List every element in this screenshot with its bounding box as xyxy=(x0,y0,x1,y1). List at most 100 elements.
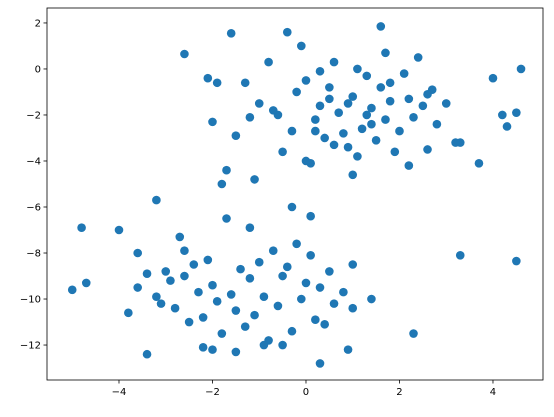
point xyxy=(77,223,86,233)
point xyxy=(367,103,376,113)
y-tick-label: 2 xyxy=(35,18,41,29)
y-tick-label: −10 xyxy=(20,295,41,306)
point xyxy=(170,303,180,313)
point xyxy=(381,48,390,58)
point xyxy=(208,280,217,290)
point xyxy=(133,248,142,258)
point xyxy=(343,345,353,354)
point xyxy=(339,287,348,297)
point xyxy=(512,256,521,266)
x-tick-label: 0 xyxy=(303,387,309,398)
point xyxy=(315,359,325,368)
point xyxy=(451,138,460,147)
point xyxy=(320,133,329,143)
point xyxy=(198,313,208,322)
point xyxy=(184,317,194,327)
point xyxy=(67,285,77,295)
point xyxy=(250,310,259,320)
y-tick-label: −4 xyxy=(26,156,41,167)
point xyxy=(250,175,259,184)
point xyxy=(348,92,358,101)
point xyxy=(301,278,311,288)
point xyxy=(306,251,315,260)
point xyxy=(226,29,236,38)
point xyxy=(142,269,152,279)
point xyxy=(301,76,311,85)
point xyxy=(512,108,521,117)
point xyxy=(259,340,269,350)
point xyxy=(156,299,166,308)
point xyxy=(161,267,171,276)
point xyxy=(203,73,213,83)
point xyxy=(502,122,512,131)
point xyxy=(254,257,264,267)
point xyxy=(516,64,526,74)
point xyxy=(348,260,358,269)
point xyxy=(367,294,376,304)
y-tick-label: 0 xyxy=(35,64,41,75)
point xyxy=(297,294,306,304)
y-tick-label: −12 xyxy=(20,341,41,352)
point xyxy=(423,145,432,154)
point xyxy=(222,165,231,175)
point xyxy=(245,274,255,283)
point xyxy=(348,303,358,313)
point xyxy=(203,255,213,265)
point xyxy=(381,115,390,124)
point xyxy=(212,297,222,306)
point xyxy=(376,83,386,92)
point xyxy=(362,71,372,81)
point xyxy=(287,202,297,212)
point xyxy=(231,306,241,315)
point xyxy=(81,278,91,288)
point xyxy=(278,271,287,281)
point xyxy=(133,283,142,292)
point xyxy=(441,99,451,108)
point xyxy=(325,94,334,104)
point xyxy=(194,287,203,297)
point xyxy=(423,89,432,99)
point xyxy=(124,308,133,318)
point xyxy=(231,131,241,140)
point xyxy=(320,320,329,329)
point xyxy=(245,112,255,122)
point xyxy=(498,110,507,120)
point xyxy=(329,140,339,150)
point xyxy=(339,129,348,138)
point xyxy=(273,301,283,311)
x-tick-label: −4 xyxy=(112,387,127,398)
x-tick-label: 4 xyxy=(490,387,496,398)
point xyxy=(474,158,484,168)
point xyxy=(217,179,227,189)
point xyxy=(395,126,404,136)
point xyxy=(334,108,344,117)
point xyxy=(292,87,301,97)
point xyxy=(287,326,297,336)
point xyxy=(306,211,315,221)
point xyxy=(343,142,353,152)
point xyxy=(418,101,428,111)
point xyxy=(114,225,124,235)
point xyxy=(315,66,325,76)
point xyxy=(455,251,465,260)
point xyxy=(198,343,208,352)
point xyxy=(278,147,287,157)
point xyxy=(245,223,255,233)
x-tick-label: −2 xyxy=(205,387,220,398)
point xyxy=(180,271,189,281)
point xyxy=(282,27,292,37)
point xyxy=(254,99,264,108)
point xyxy=(268,106,278,115)
point xyxy=(404,161,414,170)
point xyxy=(231,347,241,357)
point xyxy=(371,135,381,145)
point xyxy=(325,83,334,92)
point xyxy=(311,115,320,124)
point xyxy=(404,94,414,104)
point xyxy=(311,126,320,136)
point xyxy=(376,22,386,31)
point xyxy=(166,276,175,285)
point xyxy=(287,126,297,136)
point xyxy=(282,262,292,272)
